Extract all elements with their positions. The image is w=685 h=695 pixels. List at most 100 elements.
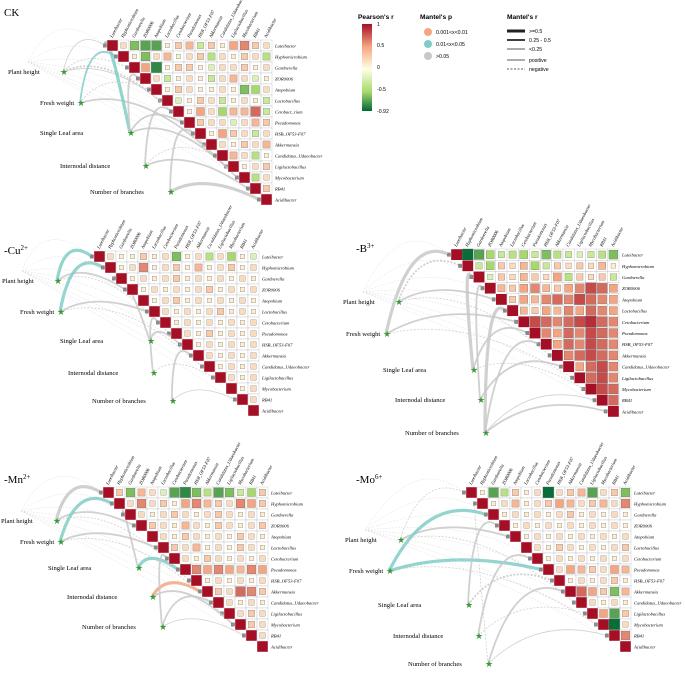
heatmap-cell (263, 97, 270, 104)
heatmap-cell (241, 130, 248, 137)
row-label: Ligilactobacillus (261, 375, 293, 380)
heatmap-cell (611, 511, 618, 518)
heatmap-cell (191, 498, 202, 509)
heatmap-cell (578, 500, 585, 507)
heatmap-cell (241, 64, 248, 71)
row-label: Acidibacter (261, 408, 284, 413)
diagonal-cell (192, 349, 205, 362)
heatmap-cell (171, 511, 178, 518)
heatmap-cell (241, 53, 248, 60)
link-node (480, 286, 485, 291)
heatmap-cell (491, 501, 496, 506)
heatmap-cell (598, 273, 606, 281)
row-label: Gardnerella (275, 65, 298, 70)
heatmap-cell (163, 287, 168, 292)
heatmap-cell (250, 374, 257, 381)
heatmap-cell (219, 53, 226, 60)
heatmap-cell (224, 487, 235, 498)
env-star-icon: ★ (159, 622, 167, 632)
heatmap-cell (227, 545, 232, 550)
diagonal-cell (137, 294, 150, 307)
heatmap-cell (263, 86, 270, 93)
heatmap-cell (241, 152, 248, 159)
heatmap-cell (565, 262, 572, 269)
link-node (242, 633, 246, 638)
panel-title: -B3+ (356, 242, 375, 255)
heatmap-cell (227, 578, 232, 583)
row-label: Lactobacillus (274, 98, 300, 103)
heatmap-cell (239, 84, 250, 95)
col-label: RB41 (610, 474, 620, 486)
link-node (145, 309, 149, 314)
mantel-link (62, 58, 128, 73)
env-factor-label: Internodal distance (67, 594, 117, 601)
row-label: Mycobacterium (621, 387, 652, 392)
heatmap-cell (262, 140, 271, 149)
env-star-icon: ★ (57, 307, 65, 317)
heatmap-cell (611, 577, 618, 584)
mantel-links (20, 476, 256, 647)
heatmap-cell (529, 316, 541, 328)
heatmap: Luteibacter Hyphomicrobium Gardnerella ZOR0… (93, 204, 310, 417)
env-factor-label: Number of branches (90, 189, 144, 196)
heatmap-cell (197, 97, 204, 104)
pearson-tick: 1 (377, 22, 380, 28)
heatmap-cell (623, 600, 628, 605)
heatmap-cell (204, 511, 211, 518)
heatmap-cell (205, 545, 210, 550)
heatmap-cell (198, 76, 203, 81)
heatmap-cell (129, 40, 140, 51)
heatmap-cell (501, 500, 508, 507)
heatmap-cell (534, 533, 541, 540)
pearson-title: Pearson's r (358, 14, 394, 21)
guide-arc (364, 478, 465, 531)
row-label: Atopobium (621, 297, 643, 302)
heatmap-cell (263, 64, 270, 71)
heatmap-cell (229, 309, 234, 314)
heatmap-cell (196, 309, 201, 314)
heatmap-cell (217, 275, 224, 282)
heatmap-cell (206, 341, 213, 348)
guide-arc (20, 510, 234, 625)
heatmap-cell (218, 129, 227, 138)
heatmap-cell (129, 264, 136, 271)
heatmap-cell (217, 308, 224, 315)
heatmap-cell (596, 372, 608, 384)
heatmap-cell (194, 263, 203, 272)
env-star-icon: ★ (150, 368, 158, 378)
heatmap-cell (250, 396, 257, 403)
heatmap-cell (598, 250, 606, 259)
heatmap-cell (542, 284, 550, 292)
heatmap-cell (215, 577, 222, 584)
heatmap-cell (182, 533, 189, 540)
heatmap-cell (219, 141, 226, 148)
heatmap-cell (519, 295, 528, 304)
heatmap-cell (488, 487, 499, 498)
heatmap-cell (530, 261, 540, 270)
heatmap-cell (252, 53, 259, 60)
mantel-link (144, 147, 216, 167)
heatmap-cell (250, 264, 257, 271)
row-label: Lactobacillus (621, 309, 647, 314)
diagonal-cell (183, 116, 196, 129)
env-star-icon: ★ (475, 631, 483, 641)
env-factor-label: Plant height (1, 518, 33, 525)
diagonal-cell (139, 72, 152, 85)
heatmap-cell (622, 544, 629, 551)
link-node (458, 263, 463, 268)
heatmap-cell (585, 349, 597, 361)
heatmap-cell (228, 363, 235, 370)
link-node (101, 265, 105, 270)
heatmap-cell (238, 600, 243, 605)
heatmap-cell (248, 610, 255, 617)
heatmap-cell (206, 286, 213, 293)
guide-arc (21, 268, 137, 301)
diagonal-cell (214, 371, 227, 384)
heatmap-cell (541, 294, 551, 305)
heatmap-cell (553, 306, 562, 315)
diagonal-cell (104, 261, 117, 274)
mantel-p-swatch (424, 28, 432, 36)
line-style-label: negative (529, 67, 549, 73)
heatmap-cell (171, 251, 182, 262)
mantel-link (388, 558, 542, 573)
